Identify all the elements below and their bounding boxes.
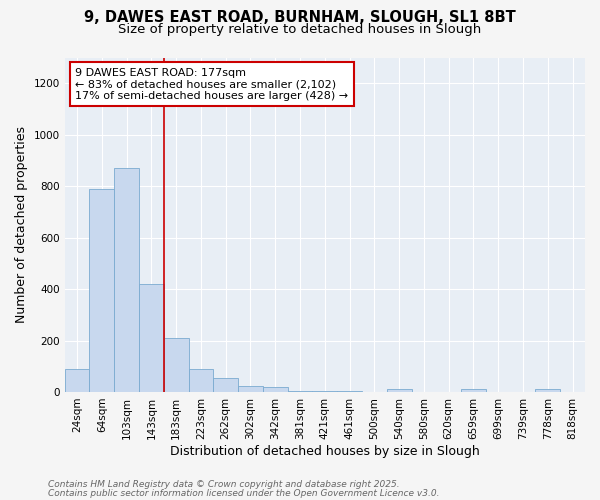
Bar bbox=[188, 369, 214, 392]
Bar bbox=[461, 390, 486, 392]
Y-axis label: Number of detached properties: Number of detached properties bbox=[15, 126, 28, 323]
Bar bbox=[114, 168, 139, 392]
Bar bbox=[89, 188, 114, 392]
Bar bbox=[313, 390, 337, 392]
Bar bbox=[287, 390, 313, 392]
Text: Size of property relative to detached houses in Slough: Size of property relative to detached ho… bbox=[118, 22, 482, 36]
X-axis label: Distribution of detached houses by size in Slough: Distribution of detached houses by size … bbox=[170, 444, 480, 458]
Text: 9 DAWES EAST ROAD: 177sqm
← 83% of detached houses are smaller (2,102)
17% of se: 9 DAWES EAST ROAD: 177sqm ← 83% of detac… bbox=[75, 68, 348, 100]
Bar bbox=[263, 387, 287, 392]
Bar bbox=[238, 386, 263, 392]
Text: Contains HM Land Registry data © Crown copyright and database right 2025.: Contains HM Land Registry data © Crown c… bbox=[48, 480, 400, 489]
Bar bbox=[387, 390, 412, 392]
Bar bbox=[65, 369, 89, 392]
Bar bbox=[214, 378, 238, 392]
Text: 9, DAWES EAST ROAD, BURNHAM, SLOUGH, SL1 8BT: 9, DAWES EAST ROAD, BURNHAM, SLOUGH, SL1… bbox=[84, 10, 516, 25]
Text: Contains public sector information licensed under the Open Government Licence v3: Contains public sector information licen… bbox=[48, 488, 439, 498]
Bar bbox=[337, 390, 362, 392]
Bar bbox=[164, 338, 188, 392]
Bar bbox=[139, 284, 164, 392]
Bar bbox=[535, 390, 560, 392]
